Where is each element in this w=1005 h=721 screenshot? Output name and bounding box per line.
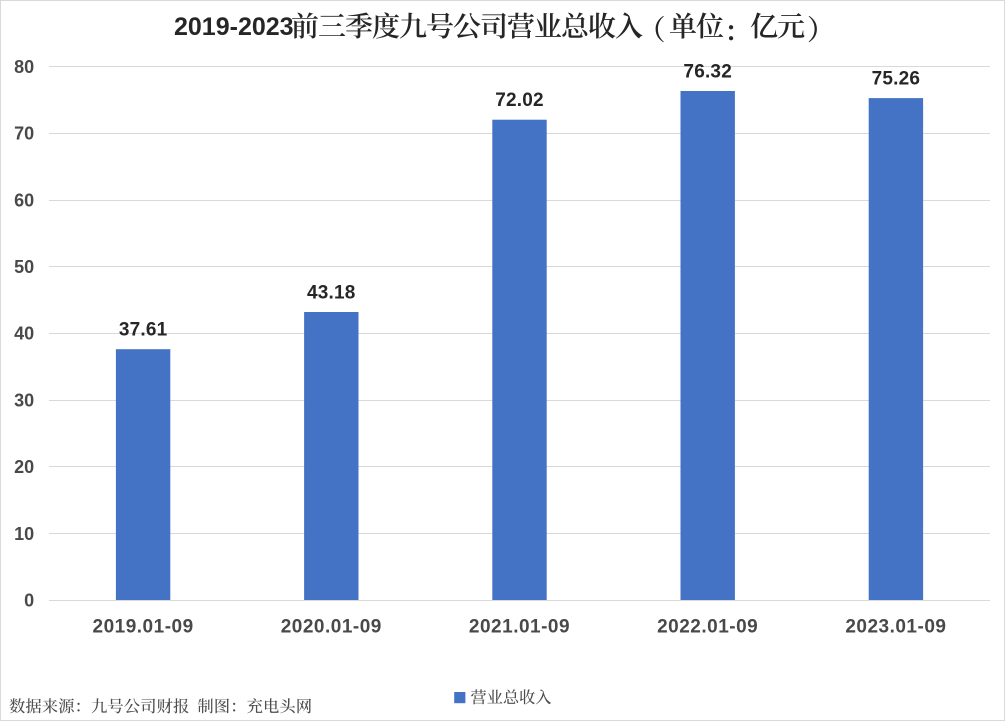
svg-text:20: 20 (14, 457, 34, 477)
svg-text:43.18: 43.18 (307, 282, 356, 303)
svg-text:60: 60 (14, 190, 34, 210)
svg-text:72.02: 72.02 (495, 90, 544, 111)
svg-text:30: 30 (14, 390, 34, 410)
svg-text:76.32: 76.32 (683, 61, 732, 82)
svg-text:2020.01-09: 2020.01-09 (281, 617, 382, 638)
svg-text:2019-2023: 2019-2023 (174, 13, 294, 41)
svg-text:2022.01-09: 2022.01-09 (657, 617, 758, 638)
svg-text:50: 50 (14, 257, 34, 277)
svg-text:40: 40 (14, 324, 34, 344)
svg-text:70: 70 (14, 124, 34, 144)
svg-text:10: 10 (14, 524, 34, 544)
svg-text:37.61: 37.61 (119, 320, 168, 341)
svg-text:2023.01-09: 2023.01-09 (845, 617, 946, 638)
svg-text:80: 80 (14, 57, 34, 77)
svg-text:0: 0 (24, 591, 34, 611)
svg-text:75.26: 75.26 (872, 69, 921, 90)
svg-text:2019.01-09: 2019.01-09 (93, 617, 194, 638)
svg-text:2021.01-09: 2021.01-09 (469, 617, 570, 638)
